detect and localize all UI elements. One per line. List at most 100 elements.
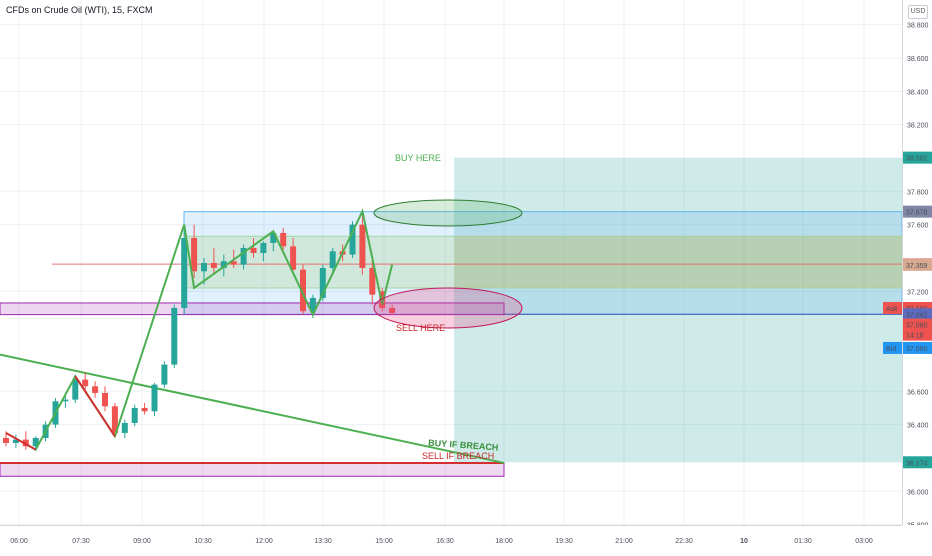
candle-body <box>369 267 376 295</box>
candle-body <box>359 224 366 268</box>
price-label-bg <box>903 308 932 321</box>
chart-area[interactable]: BUY HERE SELL HERE BUY IF BREACH SELL IF BR… <box>0 0 902 525</box>
price-label-bg <box>903 456 932 469</box>
time-tick: 19:30 <box>555 538 573 545</box>
candle-body <box>220 261 227 268</box>
candle-body <box>62 399 69 402</box>
buy-if-breach-label: BUY IF BREACH <box>428 438 499 453</box>
candle-body <box>92 386 99 393</box>
candle-body <box>141 407 148 412</box>
candle-body <box>151 384 158 412</box>
sell-here-label: SELL HERE <box>396 323 445 333</box>
candle <box>220 254 227 277</box>
candle <box>379 287 386 312</box>
time-tick: 21:00 <box>615 538 633 545</box>
price-tick: 37.200 <box>907 289 929 296</box>
candle-body <box>181 237 188 308</box>
candle-body <box>290 246 297 270</box>
price-tick: 38.400 <box>907 89 929 96</box>
buy-ellipse <box>373 199 523 227</box>
candle <box>349 221 356 258</box>
candle-body <box>240 247 247 265</box>
candle <box>171 304 178 368</box>
candle <box>369 257 376 305</box>
time-tick: 18:00 <box>495 538 513 545</box>
candle-body <box>161 364 168 385</box>
candle <box>250 237 257 258</box>
time-tick: 10:30 <box>194 538 212 545</box>
target-zone <box>454 157 902 463</box>
candle-body <box>111 406 118 433</box>
candle <box>92 381 99 398</box>
time-tick: 09:00 <box>133 538 151 545</box>
candle <box>210 247 217 273</box>
time-tick: 06:00 <box>10 538 28 545</box>
price-label-bg <box>903 341 932 354</box>
candle <box>131 404 138 427</box>
candle-body <box>191 237 198 272</box>
time-tick: 22:30 <box>675 538 693 545</box>
price-label: 38.002 <box>906 156 928 163</box>
time-tick: 01:30 <box>794 538 812 545</box>
price-label-bg <box>903 328 932 341</box>
candle <box>290 237 297 275</box>
candle-body <box>230 261 237 265</box>
breach-strip <box>0 462 505 477</box>
side-tag-bg <box>883 341 902 354</box>
sell-ellipse <box>373 287 523 329</box>
pattern-start-leg <box>5 432 37 451</box>
price-tick: 38.600 <box>907 56 929 63</box>
price-label-bg <box>903 318 932 331</box>
price-tick: 37.800 <box>907 189 929 196</box>
price-label: 36.174 <box>906 460 928 467</box>
candle-body <box>309 297 316 312</box>
candle-body <box>32 437 39 447</box>
time-tick: 03:00 <box>855 538 873 545</box>
candle <box>300 264 306 315</box>
price-tick: 36.400 <box>907 423 929 430</box>
side-tag: Bid <box>886 346 896 353</box>
side-tag-bg <box>883 301 902 314</box>
pattern-down-leg <box>74 375 116 437</box>
candle-body <box>102 392 108 407</box>
candle <box>280 227 287 250</box>
buy-here-label: BUY HERE <box>395 153 441 163</box>
candle <box>111 402 118 437</box>
price-label: 37.062 <box>906 312 928 319</box>
side-tag: Ask <box>886 306 898 313</box>
price-tick: 35.800 <box>907 523 929 525</box>
candle-body <box>171 307 178 365</box>
price-label-bg <box>903 151 932 164</box>
candle-body <box>12 439 19 443</box>
candle-body <box>379 291 386 308</box>
price-tick: 38.200 <box>907 123 929 130</box>
candle <box>102 386 108 412</box>
price-label: 37.359 <box>906 263 928 270</box>
currency-badge[interactable]: USD <box>908 5 928 19</box>
time-scale[interactable]: 06:00 07:30 09:00 10:30 12:00 13:30 15:00 16:30… <box>0 525 902 551</box>
time-tick: 16:30 <box>436 538 454 545</box>
candle-body <box>210 262 217 268</box>
candle <box>161 361 168 388</box>
price-label: 37.060 <box>906 323 928 330</box>
candle-body <box>270 232 277 243</box>
time-tick: 13:30 <box>314 538 332 545</box>
candle <box>12 434 19 448</box>
candle <box>82 372 89 390</box>
candle <box>151 382 158 417</box>
candle <box>22 431 29 450</box>
candle-body <box>300 269 306 312</box>
candle <box>62 394 69 408</box>
candle <box>240 244 247 270</box>
candle <box>270 231 277 252</box>
price-scale[interactable]: 38.800 38.600 38.400 38.200 37.800 37.600 37.2… <box>902 0 932 530</box>
candle-body <box>131 407 138 423</box>
candle-body <box>260 242 267 253</box>
symbol-title: CFDs on Crude Oil (WTI), 15, FXCM <box>6 5 153 15</box>
candle <box>191 224 198 278</box>
candle-body <box>250 247 257 253</box>
price-label-bg <box>903 258 932 271</box>
sell-if-breach-label: SELL IF BREACH <box>422 451 494 461</box>
candle <box>389 304 396 315</box>
